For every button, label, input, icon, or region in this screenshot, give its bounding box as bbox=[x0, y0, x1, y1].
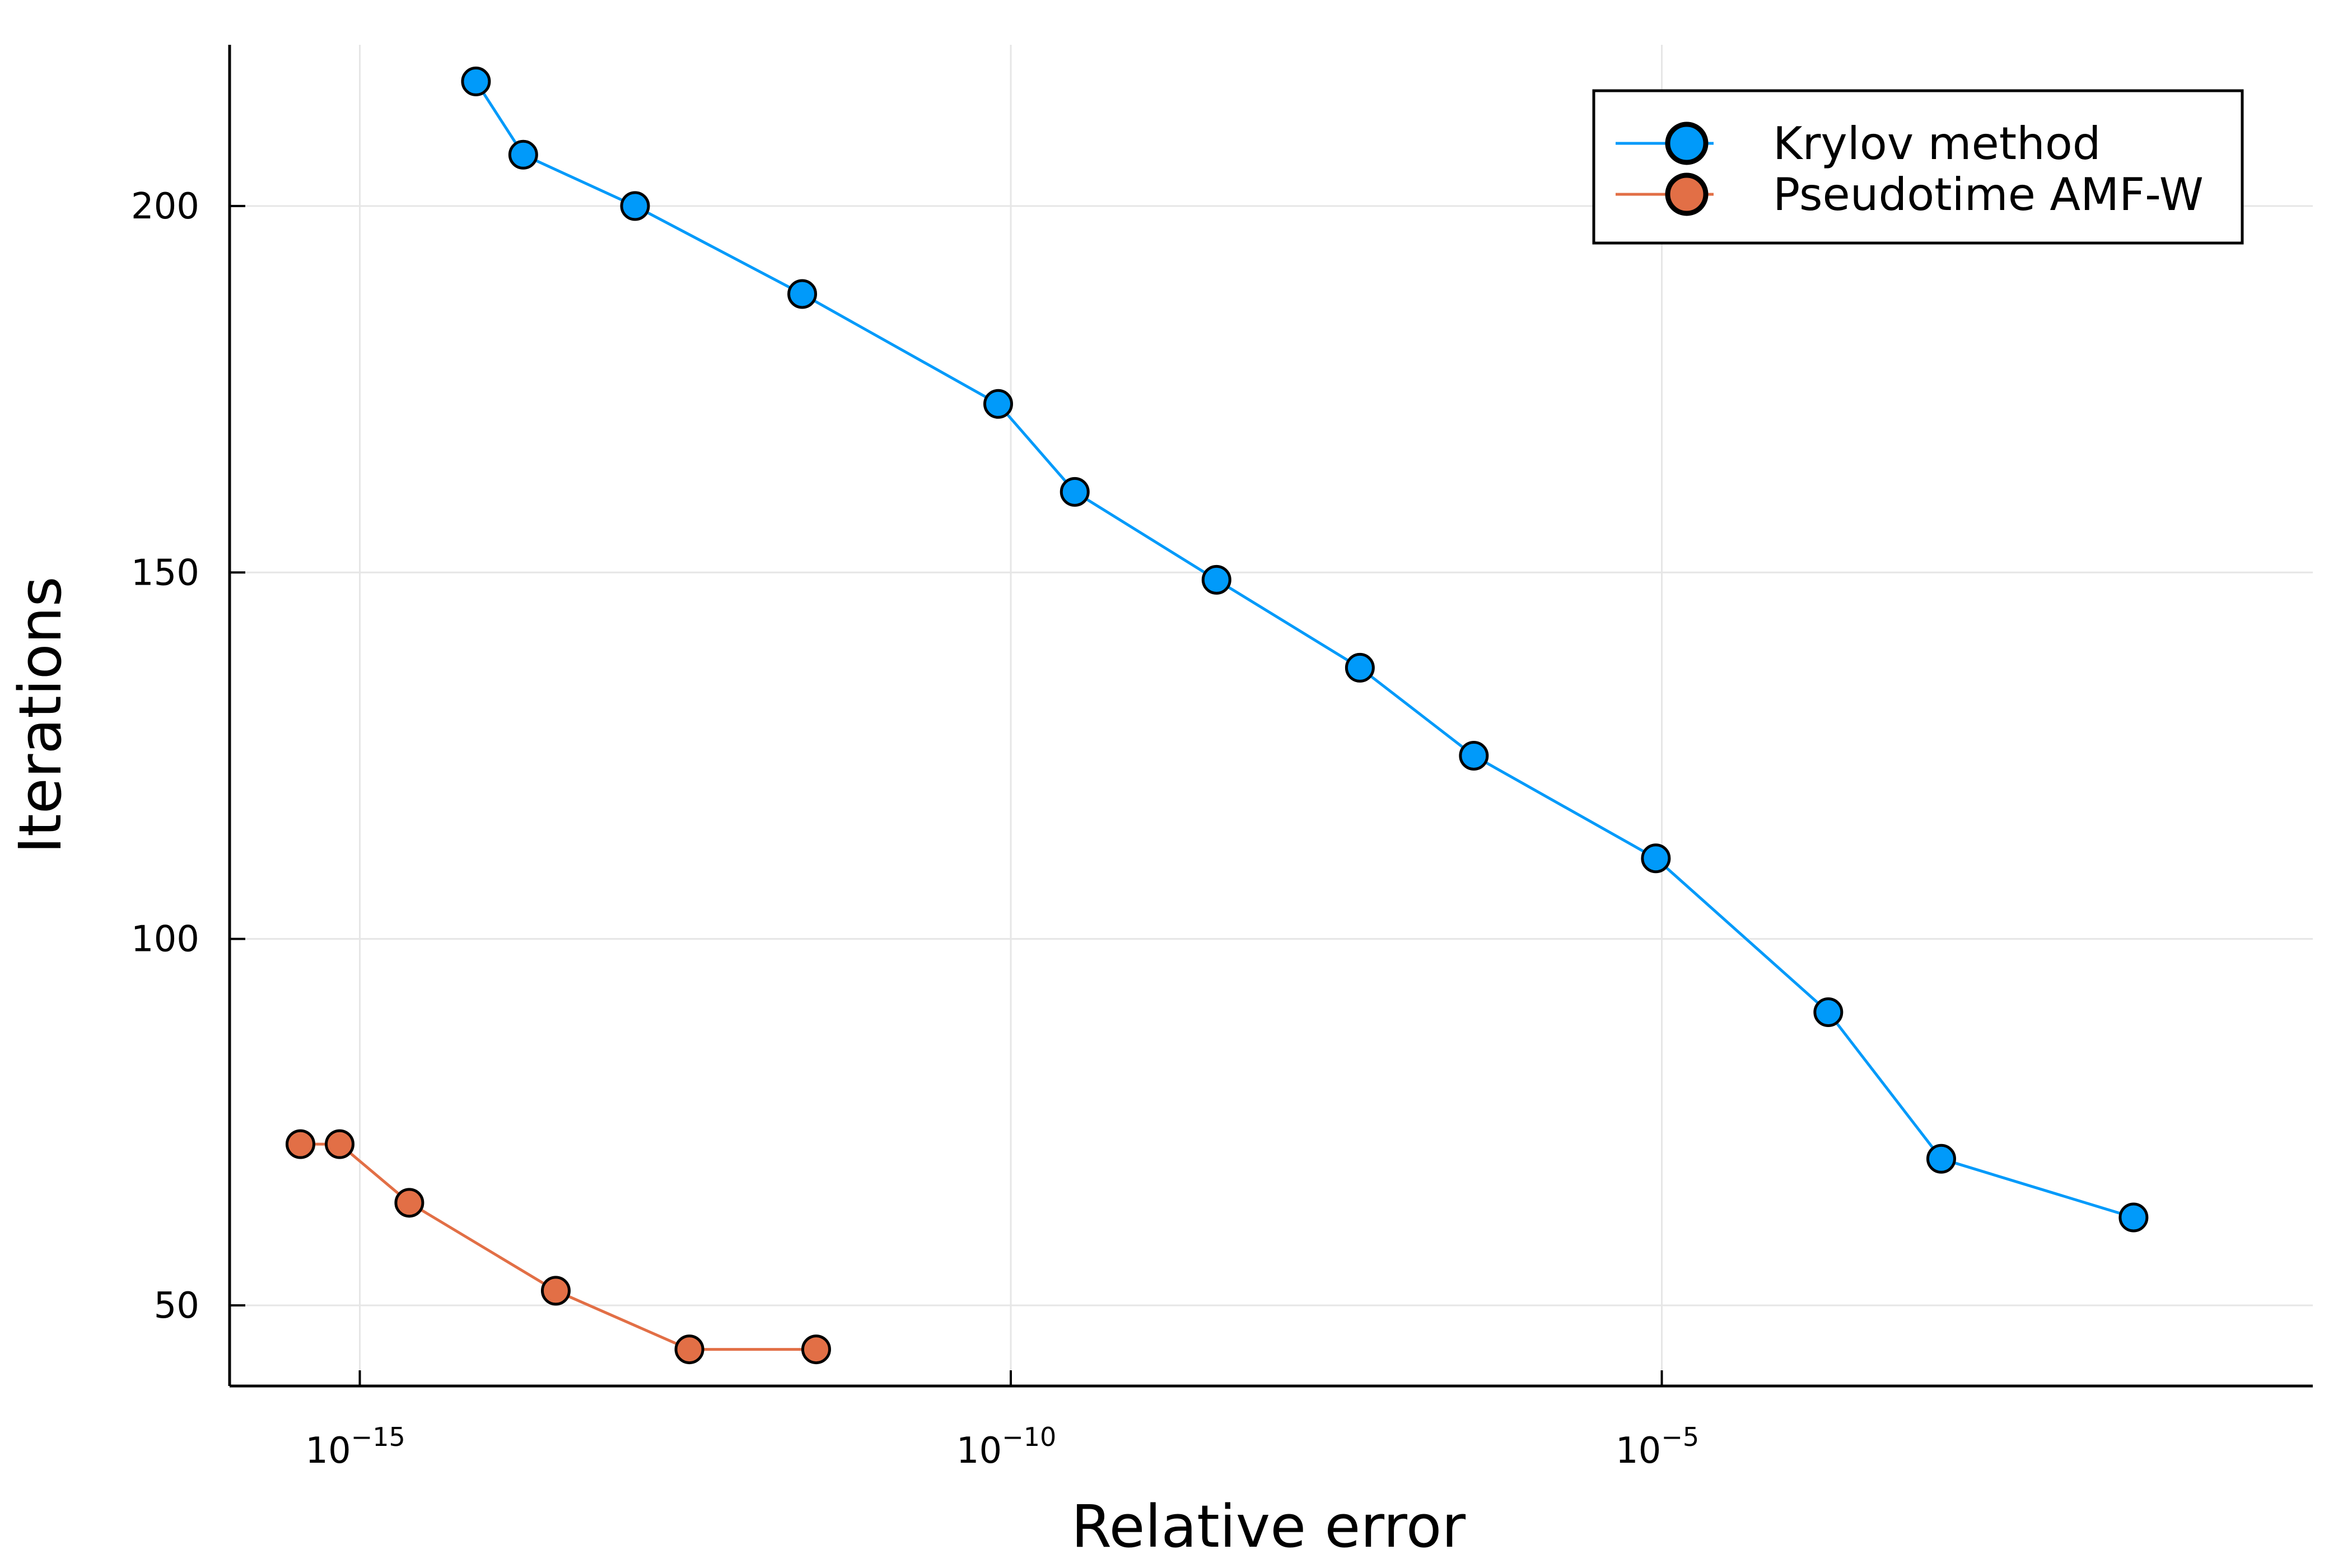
y-tick-label: 100 bbox=[131, 919, 199, 960]
x-tick-label: 10−15 bbox=[305, 1422, 405, 1472]
series-line-krylov bbox=[474, 81, 2134, 1219]
data-point-krylov bbox=[1345, 652, 1375, 683]
data-point-krylov bbox=[2118, 1202, 2149, 1233]
data-point-krylov bbox=[620, 191, 650, 221]
x-axis-label: Relative error bbox=[1071, 1492, 1466, 1561]
ticks: 10−15 10−10 10−5 50 100 150 200 bbox=[131, 186, 1699, 1472]
x-tick-label: 10−5 bbox=[1616, 1422, 1699, 1472]
legend-label-pseudotime: Pseudotime AMF-W bbox=[1773, 169, 2204, 221]
data-point-pseudotime bbox=[674, 1334, 704, 1365]
data-point-pseudotime bbox=[324, 1129, 354, 1159]
y-tick-label: 200 bbox=[131, 186, 199, 227]
series-layer bbox=[285, 66, 2149, 1365]
y-tick-label: 50 bbox=[154, 1285, 199, 1327]
data-point-pseudotime bbox=[394, 1188, 424, 1218]
legend-label-krylov: Krylov method bbox=[1773, 118, 2101, 170]
data-point-krylov bbox=[983, 389, 1013, 419]
legend-marker-krylov bbox=[1665, 122, 1709, 165]
legend-marker-pseudotime bbox=[1665, 172, 1709, 216]
data-point-krylov bbox=[1926, 1144, 1956, 1174]
data-point-pseudotime bbox=[285, 1129, 315, 1159]
data-point-krylov bbox=[1813, 997, 1844, 1028]
data-point-krylov bbox=[461, 66, 491, 96]
data-point-krylov bbox=[1641, 843, 1671, 874]
x-tick-label: 10−10 bbox=[956, 1422, 1057, 1472]
legend-box bbox=[1592, 89, 2244, 245]
y-tick-label: 150 bbox=[131, 552, 199, 594]
y-axis-label: Iterations bbox=[6, 576, 74, 853]
data-point-pseudotime bbox=[540, 1276, 571, 1306]
data-point-krylov bbox=[1459, 740, 1489, 771]
grid bbox=[230, 45, 2313, 1386]
data-point-krylov bbox=[508, 139, 538, 170]
axes bbox=[228, 45, 2313, 1388]
data-point-krylov bbox=[787, 279, 818, 309]
data-point-krylov bbox=[1060, 477, 1090, 507]
data-point-krylov bbox=[1201, 564, 1231, 595]
series-line-pseudotime bbox=[300, 1142, 816, 1351]
legend: Krylov method Pseudotime AMF-W bbox=[1592, 89, 2244, 245]
data-point-pseudotime bbox=[801, 1334, 831, 1365]
